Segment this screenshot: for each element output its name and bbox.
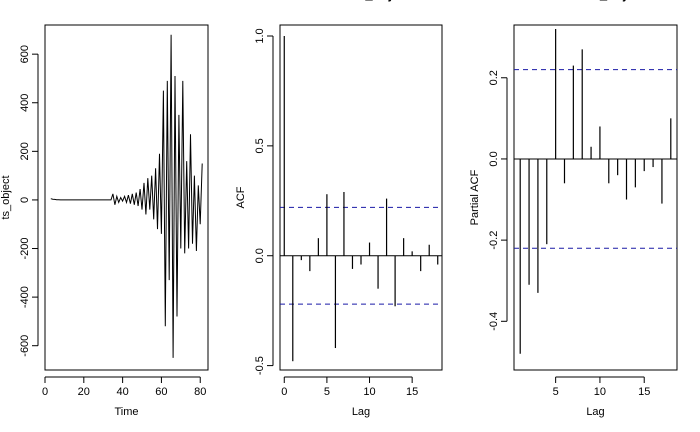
pacf-y-tick-label: -0.4	[488, 312, 500, 331]
acf-y-tick-label: 0.5	[254, 138, 266, 153]
ts-x-tick-label: 40	[116, 386, 128, 398]
pacf-x-tick-label: 10	[594, 386, 606, 398]
pacf-plot-frame	[513, 24, 678, 371]
pacf-y-tick-label: 0.0	[488, 151, 500, 166]
ts-x-axis-title: Time	[114, 406, 138, 418]
pacf-y-axis: -0.4 -0.2 0.0 0.2	[488, 70, 508, 331]
ts-x-tick-label: 60	[155, 386, 167, 398]
acf-y-axis: -0.5 0.0 0.5 1.0	[254, 28, 274, 375]
ts-series-line	[50, 34, 203, 358]
acf-x-axis: 0 5 10 15	[281, 376, 418, 398]
pacf-y-axis-title: Partial ACF	[469, 169, 481, 225]
pacf-y-tick-label: -0.2	[488, 231, 500, 250]
ts-y-tick-label: 200	[19, 142, 31, 160]
ts-y-tick-label: 600	[19, 45, 31, 63]
ts-x-tick-label: 0	[42, 386, 48, 398]
acf-y-tick-label: 0.0	[254, 248, 266, 263]
pacf-x-tick-label: 15	[638, 386, 650, 398]
acf-y-axis-title: ACF	[235, 186, 247, 208]
pacf-title: Series ts_object	[546, 0, 646, 2]
ts-y-tick-label: -400	[19, 286, 31, 308]
ts-y-tick-label: -200	[19, 238, 31, 260]
acf-x-tick-label: 15	[406, 386, 418, 398]
ts-x-axis: 0 20 40 60 80	[42, 376, 206, 398]
acf-y-tick-label: -0.5	[254, 356, 266, 375]
acf-x-axis-title: Lag	[352, 406, 370, 418]
acf-x-tick-label: 0	[281, 386, 287, 398]
ts-x-tick-label: 80	[194, 386, 206, 398]
ts-y-axis-title: ts_object	[0, 175, 12, 219]
acf-plot-frame	[279, 24, 443, 371]
ts-y-tick-label: -600	[19, 335, 31, 357]
ts-y-tick-label: 0	[19, 197, 31, 203]
pacf-x-axis: 5 10 15	[553, 376, 650, 398]
ts-y-axis: -600 -400 -200 0 200 400 600	[19, 45, 39, 357]
ts-y-tick-label: 400	[19, 94, 31, 112]
pacf-x-axis-title: Lag	[586, 406, 604, 418]
ts-plot-frame	[44, 24, 209, 371]
pacf-y-tick-label: 0.2	[488, 70, 500, 85]
acf-x-tick-label: 5	[324, 386, 330, 398]
acf-x-tick-label: 10	[363, 386, 375, 398]
acf-title: Series ts_object	[311, 0, 411, 2]
acf-panel: 0 5 10 15 -0.5 0.0 0.5 1.0 Lag ACF Series ts_objec…	[235, 0, 443, 418]
ts-x-tick-label: 20	[78, 386, 90, 398]
pacf-x-tick-label: 5	[553, 386, 559, 398]
pacf-panel: 5 10 15 -0.4 -0.2 0.0 0.2 Lag Partial ACF Series …	[469, 0, 678, 418]
ts-panel: 0 20 40 60 80 -600 -400 -200 0 200 400 600 Time ts_ob…	[0, 24, 209, 418]
acf-y-tick-label: 1.0	[254, 28, 266, 43]
